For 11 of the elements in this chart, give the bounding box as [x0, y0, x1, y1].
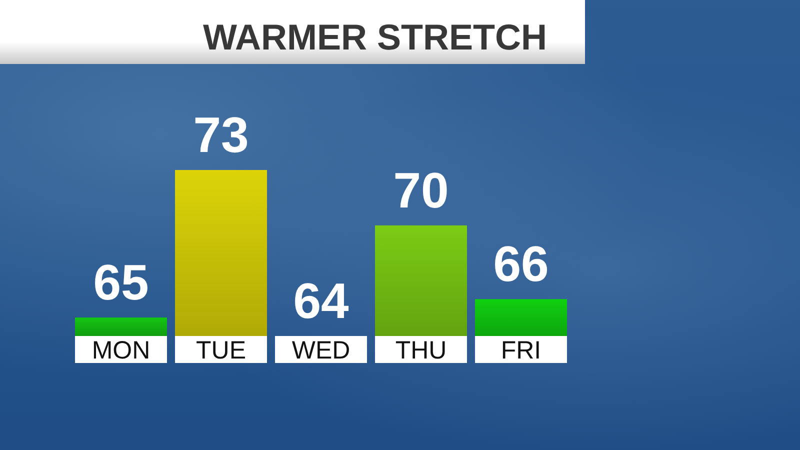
data-label: 66 [493, 236, 549, 292]
x-tick-label: THU [395, 336, 447, 364]
chart-title: WARMER STRETCH [203, 16, 548, 58]
x-tick-label: MON [92, 336, 150, 364]
data-label: 65 [93, 254, 149, 311]
x-tick-label: FRI [500, 336, 542, 364]
data-label: 73 [193, 107, 249, 163]
x-tick-label: WED [292, 336, 350, 364]
data-label: 70 [393, 162, 449, 218]
x-tick-label: TUE [196, 336, 246, 364]
data-label: 64 [293, 273, 349, 329]
